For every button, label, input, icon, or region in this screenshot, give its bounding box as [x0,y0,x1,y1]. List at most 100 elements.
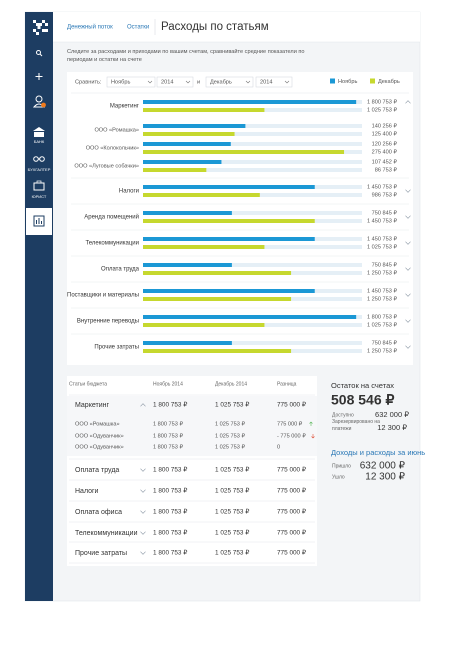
value-label: 986 753 ₽ [372,191,398,198]
cell: 1 025 753 ₽ [215,488,249,495]
tab[interactable]: Денежный поток [67,24,113,31]
select[interactable] [156,76,194,88]
chevron[interactable] [405,241,411,245]
legend-swatch [330,78,335,84]
chevron[interactable] [140,531,146,535]
row-name: Прочие затраты [75,550,127,557]
bar [143,219,315,223]
page-title: Расходы по статьям [161,21,269,33]
bar [143,323,265,327]
value-label: 1 450 753 ₽ [367,287,397,294]
chevron[interactable] [140,551,146,555]
expanded-row-bg [67,396,317,456]
value-label: 1 250 753 ₽ [367,347,397,354]
select-value[interactable]: Ноябрь [111,79,130,85]
child-cell: 775 000 ₽ [277,420,303,427]
value-label: 120 256 ₽ [372,140,398,147]
child-cell: 1 800 753 ₽ [153,432,183,439]
bar-track [143,160,362,164]
cell: 1 800 753 ₽ [153,488,187,495]
select[interactable] [205,76,254,88]
legend-swatch [370,78,375,84]
value-label: 1 250 753 ₽ [367,269,397,276]
bar [143,297,292,301]
cell: 1 800 753 ₽ [153,509,187,516]
header-bar [53,12,420,42]
value-label: 750 845 ₽ [372,339,398,346]
bar [143,245,265,249]
child-name: ООО «Одуванчик» [75,444,124,450]
cell: 775 000 ₽ [277,467,306,474]
category-label: Аренда помещений [84,214,139,221]
chevron[interactable] [405,319,411,323]
flow-label: Ушло [332,474,345,480]
flow-title[interactable]: Доходы и расходы за июнь [331,448,425,457]
chevron[interactable] [405,100,411,104]
chevron[interactable] [405,189,411,193]
balance-title: Остаток на счетах [331,381,394,390]
chevron[interactable] [140,468,146,472]
value-label: 125 400 ₽ [372,130,398,137]
row-name: Телекоммуникации [75,530,138,537]
value-label: 86 753 ₽ [375,166,398,173]
chevron[interactable] [140,403,146,407]
bar [143,124,246,128]
balance-value: 12 300 ₽ [377,423,407,432]
search-icon[interactable] [36,50,43,57]
chevron[interactable] [405,267,411,271]
sidebar-label[interactable]: БАНК [34,139,45,144]
row-name: Оплата труда [75,467,119,474]
value-label: 1 450 753 ₽ [367,183,397,190]
value-label: 750 845 ₽ [372,261,398,268]
child-name: ООО «Ромашка» [75,421,120,427]
select[interactable] [106,76,156,88]
tab[interactable]: Остатки [127,25,149,31]
chevron[interactable] [140,510,146,514]
bar [143,263,232,267]
sidebar-label[interactable]: БУХГАЛТЕР [28,167,51,172]
bar [143,168,207,172]
bar [143,142,231,146]
bar [143,341,232,345]
select-value[interactable]: Декабрь [210,79,232,85]
category-label: ООО «Луговые собачки» [74,163,139,169]
user-icon[interactable] [32,95,46,108]
cell: 775 000 ₽ [277,530,306,537]
value-label: 750 845 ₽ [372,209,398,216]
bar-track [143,211,362,215]
report-icon [33,215,45,227]
bar [143,193,260,197]
row-name: Налоги [75,488,99,495]
sidebar-label[interactable]: ЮРИСТ [32,194,47,199]
chevron[interactable] [405,215,411,219]
balance-label: Зарезервировано на платежи [332,419,380,432]
bar [143,150,345,154]
balance-label: Доступно [332,412,354,418]
select-value[interactable]: 2014 [260,79,272,85]
select-value[interactable]: 2014 [161,79,173,85]
add-icon[interactable] [35,73,43,80]
category-label: Внутренние переводы [77,319,139,325]
child-cell: 0 [277,444,280,450]
value-label: 1 250 753 ₽ [367,295,397,302]
accountant-icon[interactable] [33,156,45,162]
flow-value: 12 300 ₽ [365,472,405,483]
bar [143,289,315,293]
bar-track [143,168,362,172]
lawyer-icon[interactable] [33,180,45,191]
child-cell: 1 025 753 ₽ [215,443,245,450]
bar [143,237,315,241]
bank-icon[interactable] [33,127,45,137]
chevron[interactable] [405,293,411,297]
category-label: Прочие затраты [94,345,139,351]
flow-label: Пришло [332,463,351,469]
value-label: 107 452 ₽ [372,158,398,165]
chevron[interactable] [140,489,146,493]
chevron[interactable] [405,345,411,349]
column-header: Разница [277,381,297,387]
select[interactable] [255,76,293,88]
legend-label: Декабрь [378,79,400,85]
